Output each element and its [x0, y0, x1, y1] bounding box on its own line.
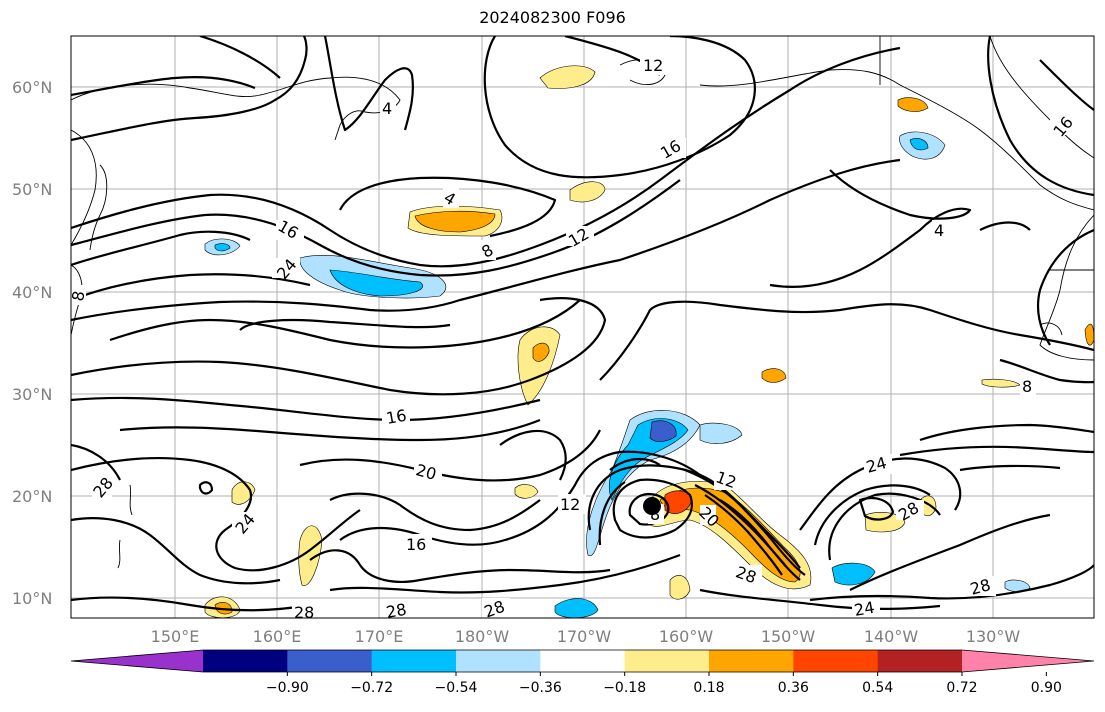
colorbar-tick-label: −0.54 — [435, 680, 478, 696]
lon-label: 150°W — [761, 627, 816, 646]
pos-patch-mid-core — [532, 342, 550, 362]
contour-label: 16 — [385, 406, 408, 428]
colorbar-swatch — [371, 650, 457, 672]
contour-label: 16 — [406, 535, 426, 554]
lat-label: 40°N — [12, 283, 52, 302]
lon-label: 130°W — [966, 627, 1021, 646]
pos-patch-ne2 — [1084, 323, 1094, 346]
colorbar-swatch — [203, 650, 288, 672]
contour-label: 20 — [414, 460, 439, 484]
lon-label: 150°E — [151, 627, 200, 646]
colorbar-swatch — [877, 650, 963, 672]
neg-patch-ne-core — [909, 138, 929, 151]
colorbar-extend-high — [962, 650, 1094, 672]
lat-label: 30°N — [12, 385, 52, 404]
pos-patch-c1 — [514, 484, 539, 499]
lat-label: 50°N — [12, 180, 52, 199]
colorbar-swatch — [287, 650, 373, 672]
colorbar — [70, 649, 1095, 673]
lon-axis: 150°E 160°E 170°E 180°W 170°W 160°W 150°… — [151, 627, 1021, 646]
colorbar-swatch — [709, 650, 794, 672]
lon-label: 170°E — [355, 627, 404, 646]
contour-label: 8 — [1022, 377, 1032, 396]
colorbar-ticks: −0.90 −0.72 −0.54 −0.36 −0.18 0.18 0.36 0.54 0.7… — [266, 672, 1062, 696]
colorbar-swatch — [793, 650, 879, 672]
pos-patch-e4 — [981, 378, 1021, 388]
contour-label: 4 — [934, 221, 944, 240]
colorbar-tick-label: 0.36 — [778, 680, 809, 696]
pos-patch-e5 — [669, 575, 691, 600]
colorbar-tick-label: 0.54 — [862, 680, 893, 696]
contour-label: 28 — [968, 575, 993, 599]
neg-patch-e6 — [1004, 579, 1031, 593]
contour-label: 8 — [68, 289, 88, 302]
contour-label: 28 — [385, 600, 408, 622]
contour-label: 28 — [482, 597, 508, 622]
contour-label: 24 — [864, 453, 889, 477]
lat-label: 60°N — [12, 78, 52, 97]
pos-patch-n2 — [539, 65, 596, 89]
lat-label: 10°N — [12, 589, 52, 608]
contour-label: 24 — [853, 598, 876, 620]
colorbar-tick-label: 0.18 — [693, 680, 724, 696]
neg-patch-east — [699, 422, 743, 444]
pos-patch-sw — [298, 525, 323, 586]
pos-patch-e3 — [761, 368, 787, 383]
colorbar-outline — [70, 649, 1095, 673]
colorbar-tick-label: −0.72 — [350, 680, 393, 696]
lat-label: 20°N — [12, 487, 52, 506]
pos-patch-mid — [517, 326, 561, 406]
contour-label: 8 — [650, 505, 660, 524]
neg-patch-storm-core — [649, 420, 677, 442]
colorbar-tick-label: −0.90 — [266, 680, 309, 696]
colorbar-tick-label: −0.18 — [603, 680, 646, 696]
colorbar-extend-low — [71, 650, 203, 672]
lon-label: 160°W — [659, 627, 714, 646]
neg-patch-se — [831, 562, 876, 586]
contour-label: 12 — [560, 495, 580, 514]
colorbar-tick-label: 0.90 — [1031, 680, 1062, 696]
lon-label: 180°W — [455, 627, 510, 646]
colorbar-swatch — [540, 650, 626, 672]
lon-label: 160°E — [253, 627, 302, 646]
gridlines — [71, 36, 1094, 618]
neg-patch-bottom — [554, 598, 599, 618]
pos-patch-ne — [897, 97, 929, 112]
pos-patch-n3 — [569, 181, 606, 203]
colorbar-swatch — [456, 650, 541, 672]
contour-label: 12 — [643, 56, 663, 75]
map-title: 2024082300 F096 — [479, 8, 626, 27]
lon-label: 140°W — [864, 627, 919, 646]
storm-center-marker — [643, 497, 661, 515]
contour-lines — [71, 36, 1094, 612]
contour-label: 28 — [294, 603, 314, 622]
pos-patch-n1-core — [414, 210, 496, 233]
colorbar-tick-label: −0.36 — [519, 680, 562, 696]
lat-axis: 60°N 50°N 40°N 30°N 20°N 10°N — [12, 78, 52, 608]
colorbar-swatch — [624, 650, 710, 672]
contour-label: 4 — [382, 99, 392, 118]
colorbar-tick-label: 0.72 — [946, 680, 977, 696]
map-frame — [70, 35, 1095, 619]
pos-patch-e1 — [864, 512, 906, 533]
lon-label: 170°W — [557, 627, 612, 646]
shaded-field — [204, 65, 1094, 618]
neg-patch-w1-core — [214, 243, 231, 252]
neg-patch-jet-core — [329, 269, 423, 297]
